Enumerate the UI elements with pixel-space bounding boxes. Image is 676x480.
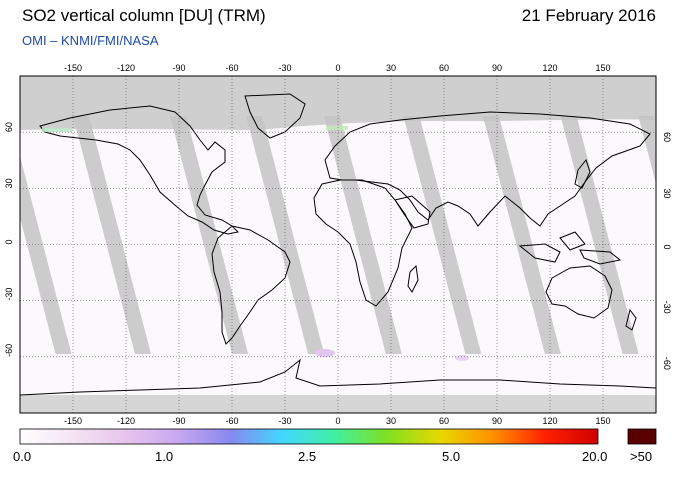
- colorbar-label-1: 1.0: [155, 449, 174, 464]
- latitude-labels-left: 60 30 0 -30 -60: [4, 122, 14, 357]
- latitude-label-left: -30: [4, 288, 14, 301]
- longitude-label-top: 30: [386, 63, 396, 73]
- so2-signal-patch: [315, 349, 335, 357]
- latitude-label-right: -30: [662, 301, 672, 314]
- longitude-labels-top: -150 -120 -90 -60 -30 0 30 60 90 120 150: [64, 63, 611, 73]
- orbit-gap-swath: [170, 116, 249, 354]
- longitude-label-bottom: -120: [117, 416, 135, 426]
- longitude-label-top: 120: [542, 63, 557, 73]
- coastline-arabia: [394, 195, 431, 229]
- coastline-new-zealand: [625, 308, 637, 331]
- longitude-label-top: -30: [278, 63, 291, 73]
- colorbar-label-3: 5.0: [442, 449, 461, 464]
- colorbar-label-0: 0.0: [13, 449, 32, 464]
- coastline-antarctica: [20, 358, 656, 396]
- coastline-eurasia: [324, 111, 651, 227]
- longitude-label-bottom: -30: [278, 416, 291, 426]
- longitude-label-bottom: -60: [225, 416, 238, 426]
- data-source-credit: OMI – KNMI/FMI/NASA: [22, 33, 159, 48]
- longitude-label-top: -90: [172, 63, 185, 73]
- orbit-gap-swath: [20, 156, 72, 354]
- longitude-label-bottom: 90: [492, 416, 502, 426]
- latitude-label-right: 0: [662, 245, 672, 250]
- colorbar-overflow-label: >50: [630, 449, 653, 464]
- longitude-label-bottom: 30: [386, 416, 396, 426]
- orbit-gap-swath: [482, 116, 561, 354]
- orbit-gap-swath: [638, 116, 656, 184]
- longitude-label-top: -120: [117, 63, 135, 73]
- coastline-australia: [545, 265, 613, 319]
- longitude-label-bottom: 0: [335, 416, 340, 426]
- orbit-gap-swath: [403, 116, 482, 354]
- latitude-label-right: -60: [662, 357, 672, 370]
- orbit-gap-swath: [560, 116, 639, 354]
- longitude-label-top: 150: [595, 63, 610, 73]
- coastlines: [20, 93, 656, 396]
- colorbar-label-4: 20.0: [582, 449, 608, 464]
- map-date: 21 February 2016: [521, 6, 656, 25]
- coastline-maritime-se-asia: [518, 231, 622, 265]
- colorbar-overflow-swatch: [627, 428, 657, 445]
- latitude-labels-right: 60 30 0 -30 -60: [662, 132, 672, 370]
- latitude-label-left: 0: [4, 239, 14, 244]
- orbit-gap-swath: [73, 116, 151, 354]
- latitude-label-left: 60: [4, 122, 14, 132]
- orbit-gap-swath: [323, 116, 402, 354]
- longitude-label-top: 0: [335, 63, 340, 73]
- so2-signal-patch: [42, 128, 72, 132]
- map-frame: [19, 75, 657, 414]
- longitude-label-bottom: 60: [439, 416, 449, 426]
- latitude-label-left: 30: [4, 178, 14, 188]
- graticule: [20, 76, 656, 413]
- colorbar: [19, 428, 599, 445]
- map-title: SO2 vertical column [DU] (TRM): [22, 6, 266, 25]
- coastline-japan: [574, 158, 591, 189]
- longitude-label-top: 60: [439, 63, 449, 73]
- coastline-africa: [313, 179, 413, 307]
- longitude-label-top: -60: [225, 63, 238, 73]
- longitude-label-bottom: -150: [64, 416, 82, 426]
- latitude-label-right: 60: [662, 132, 672, 142]
- longitude-label-bottom: 150: [595, 416, 610, 426]
- longitude-label-bottom: -90: [172, 416, 185, 426]
- longitude-labels-bottom: -150 -120 -90 -60 -30 0 30 60 90 120 150: [64, 416, 611, 426]
- latitude-label-right: 30: [662, 188, 672, 198]
- longitude-label-top: 90: [492, 63, 502, 73]
- latitude-label-left: -60: [4, 344, 14, 357]
- so2-signal-patch: [326, 126, 348, 130]
- colorbar-label-2: 2.5: [298, 449, 317, 464]
- coastline-greenland: [244, 93, 306, 139]
- coastline-north-america: [39, 105, 240, 235]
- so2-signal-patch: [455, 355, 469, 361]
- coastline-madagascar: [407, 264, 419, 293]
- longitude-label-top: -150: [64, 63, 82, 73]
- longitude-label-bottom: 120: [542, 416, 557, 426]
- coastline-south-america: [211, 225, 291, 345]
